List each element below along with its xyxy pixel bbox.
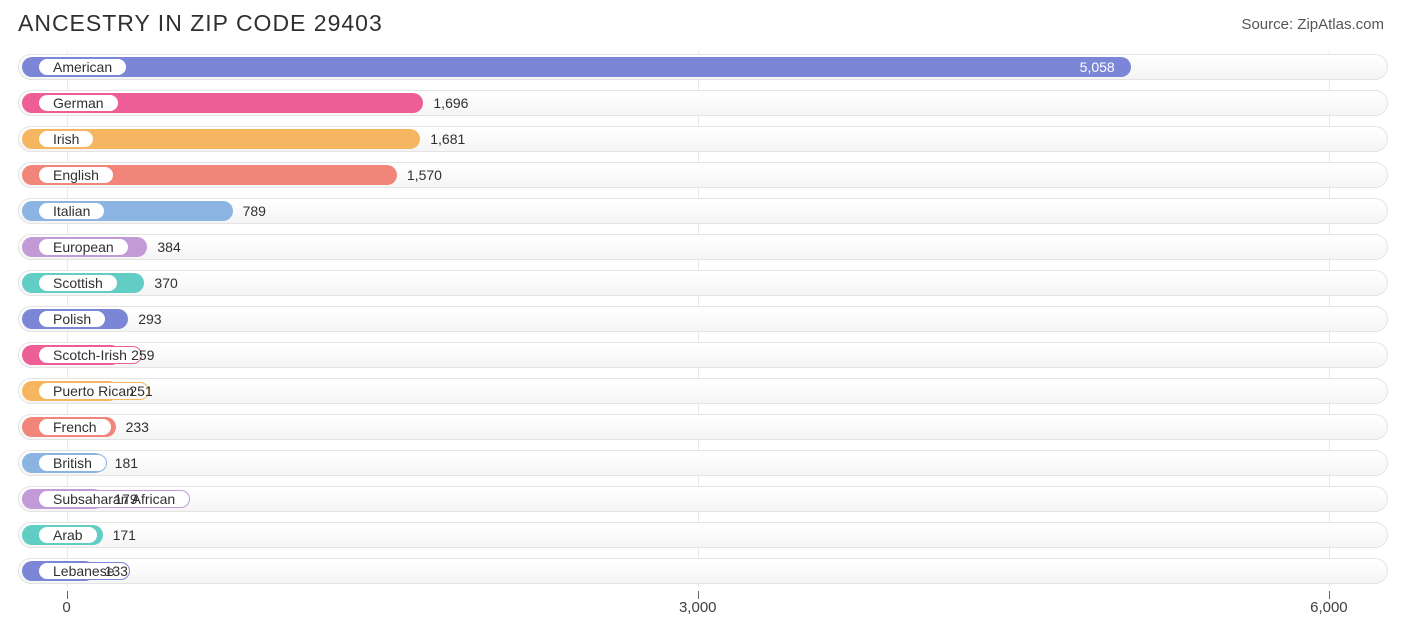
- category-pill: Scotch-Irish: [38, 346, 142, 364]
- x-tick: [1329, 591, 1330, 599]
- value-label: 1,570: [407, 159, 442, 191]
- bar-row: Puerto Rican251: [14, 375, 1392, 407]
- bar-track: [18, 450, 1388, 476]
- value-label: 251: [129, 375, 152, 407]
- bar-track: [18, 342, 1388, 368]
- x-axis: 0 3,000 6,000: [14, 591, 1392, 621]
- bar-row: English 1,570: [14, 159, 1392, 191]
- bar-track: [18, 306, 1388, 332]
- value-label: 293: [138, 303, 161, 335]
- category-pill: European: [38, 238, 129, 256]
- category-pill: German: [38, 94, 119, 112]
- category-pill: Polish: [38, 310, 106, 328]
- bar-row: Polish 293: [14, 303, 1392, 335]
- value-label: 1,681: [430, 123, 465, 155]
- value-label: 171: [113, 519, 136, 551]
- bar-row: American 5,058: [14, 51, 1392, 83]
- value-label: 179: [114, 483, 137, 515]
- chart-title: ANCESTRY IN ZIP CODE 29403: [18, 10, 383, 37]
- x-tick: [67, 591, 68, 599]
- category-pill: American: [38, 58, 127, 76]
- category-pill: French: [38, 418, 112, 436]
- value-label: 5,058: [1080, 51, 1115, 83]
- bar-track: [18, 522, 1388, 548]
- bar-row: Irish 1,681: [14, 123, 1392, 155]
- x-tick: [698, 591, 699, 599]
- value-label: 233: [126, 411, 149, 443]
- value-label: 133: [105, 555, 128, 587]
- bar-row: Lebanese133: [14, 555, 1392, 587]
- category-pill: British: [38, 454, 107, 472]
- bar-row: British 181: [14, 447, 1392, 479]
- value-label: 181: [115, 447, 138, 479]
- bar-row: Scottish 370: [14, 267, 1392, 299]
- category-pill: Scottish: [38, 274, 118, 292]
- bar-rows: American 5,058 German 1,696 Irish 1,681 Englis…: [14, 51, 1392, 587]
- category-pill: Italian: [38, 202, 105, 220]
- category-pill: Arab: [38, 526, 98, 544]
- bar-track: [18, 486, 1388, 512]
- bar-row: Subsaharan African179: [14, 483, 1392, 515]
- chart-container: American 5,058 German 1,696 Irish 1,681 Englis…: [14, 51, 1392, 621]
- value-label: 259: [131, 339, 154, 371]
- bar-row: European 384: [14, 231, 1392, 263]
- bar-track: [18, 558, 1388, 584]
- chart-header: ANCESTRY IN ZIP CODE 29403 Source: ZipAt…: [0, 0, 1406, 37]
- x-tick-label: 0: [62, 599, 70, 616]
- value-label: 370: [154, 267, 177, 299]
- x-tick-label: 3,000: [679, 599, 717, 616]
- category-pill: English: [38, 166, 114, 184]
- plot-area: American 5,058 German 1,696 Irish 1,681 Englis…: [14, 51, 1392, 621]
- bar-track: [18, 414, 1388, 440]
- bar-row: Scotch-Irish259: [14, 339, 1392, 371]
- x-tick-label: 6,000: [1310, 599, 1348, 616]
- bar-row: Arab 171: [14, 519, 1392, 551]
- value-label: 1,696: [433, 87, 468, 119]
- category-pill: Irish: [38, 130, 94, 148]
- value-label: 384: [157, 231, 180, 263]
- bar-row: French 233: [14, 411, 1392, 443]
- bar-track: [18, 234, 1388, 260]
- chart-source: Source: ZipAtlas.com: [1241, 10, 1384, 33]
- bar-track: [18, 378, 1388, 404]
- value-label: 789: [243, 195, 266, 227]
- bar-row: German 1,696: [14, 87, 1392, 119]
- bar-fill: [22, 57, 1131, 77]
- bar-track: [18, 270, 1388, 296]
- bar-row: Italian 789: [14, 195, 1392, 227]
